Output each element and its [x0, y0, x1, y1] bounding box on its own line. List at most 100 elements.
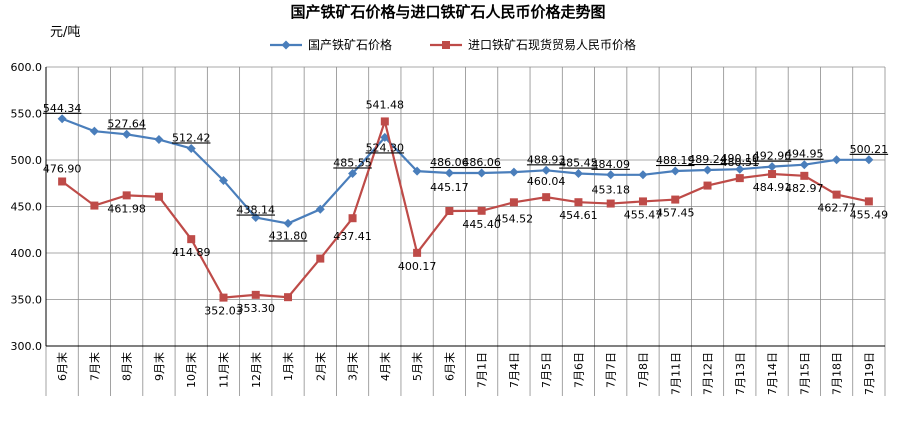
series-1-data-label: 527.64	[107, 117, 146, 130]
series-1-point	[315, 204, 325, 214]
series-1-data-label: 492.90	[753, 150, 792, 163]
legend-label-series-2: 进口铁矿石现货贸易人民币价格	[468, 37, 636, 52]
series-1-data-label: 500.21	[850, 143, 889, 156]
data-labels: 544.34 527.64 512.42 438.14 431.80 485.55 524.…	[43, 98, 888, 317]
series-2-point	[638, 197, 647, 206]
x-tick-label: 5月末	[410, 352, 424, 381]
x-tick-label: 7月12日	[702, 352, 715, 395]
series-2-point	[509, 198, 518, 207]
series-2-data-label: 454.61	[559, 209, 598, 222]
x-tick-label: 7月11日	[669, 352, 682, 395]
series-2-point	[413, 248, 422, 257]
series-2-data-label: 480.51	[721, 156, 760, 169]
legend-marker-series-2	[442, 41, 450, 49]
series-1-point	[670, 166, 680, 176]
series-layer	[57, 114, 874, 302]
series-1-point	[541, 165, 551, 175]
series-2-data-label: 400.17	[398, 260, 437, 273]
series-2-point	[348, 214, 357, 223]
series-1-point	[832, 155, 842, 165]
x-tick-label: 7月15日	[798, 352, 811, 395]
series-1-point	[573, 169, 583, 179]
x-tick-label: 4月末	[378, 352, 392, 381]
series-2-point	[542, 193, 551, 202]
series-2-point	[703, 181, 712, 190]
x-tick-label: 6月末	[55, 352, 69, 381]
series-2-point	[90, 201, 99, 210]
x-tick-label: 11月末	[216, 352, 230, 388]
series-2-point	[606, 199, 615, 208]
series-1-point	[283, 218, 293, 228]
series-1-point	[477, 168, 487, 178]
series-2-point	[671, 195, 680, 204]
series-1-point	[735, 164, 745, 174]
x-tick-label: 8月末	[120, 352, 134, 381]
x-tick-label: 7月末	[87, 352, 101, 381]
series-2-data-label: 414.89	[172, 246, 211, 259]
series-2-data-label: 453.18	[591, 184, 630, 197]
series-1-data-label: 431.80	[269, 229, 308, 242]
series-2-point	[735, 174, 744, 183]
series-2-data-label: 352.03	[204, 305, 243, 318]
series-2-point	[832, 190, 841, 199]
series-1-data-label: 484.09	[591, 158, 630, 171]
y-tick-label: 400.0	[11, 247, 43, 260]
x-tick-label: 7月13日	[734, 352, 747, 395]
series-2-data-label: 462.77	[817, 202, 856, 215]
y-tick-label: 500.0	[11, 154, 43, 167]
series-1-point	[89, 126, 99, 136]
y-tick-label: 350.0	[11, 294, 43, 307]
series-2-point	[477, 206, 486, 215]
series-1-point	[186, 143, 196, 153]
series-2-point	[445, 206, 454, 215]
x-tick-label: 7月5日	[540, 352, 553, 388]
x-tick-label: 7月19日	[863, 352, 876, 395]
x-tick-label: 7月6日	[572, 352, 585, 388]
x-tick-label: 7月7日	[605, 352, 618, 388]
series-2-point	[380, 117, 389, 126]
series-2-point	[251, 290, 260, 299]
series-1-point	[154, 135, 164, 145]
series-2-point	[574, 198, 583, 207]
series-1-point	[412, 166, 422, 176]
series-2-data-label: 484.91	[753, 181, 792, 194]
y-axis-label: 元/吨	[50, 25, 80, 40]
series-1-data-label: 488.93	[527, 153, 566, 166]
series-1-data-label: 488.19	[656, 154, 695, 167]
series-2-point	[187, 235, 196, 244]
series-1-data-label: 524.30	[366, 141, 405, 154]
series-1-data-label: 512.42	[172, 131, 211, 144]
series-2-point	[316, 254, 325, 263]
series-line-2	[61, 117, 870, 299]
series-1-point	[864, 155, 874, 165]
series-2-data-label: 445.40	[462, 218, 501, 231]
y-tick-label: 450.0	[11, 201, 43, 214]
series-2-data-label: 445.17	[430, 181, 469, 194]
series-1-point	[251, 213, 261, 223]
series-2-data-label: 541.48	[366, 98, 405, 111]
series-2-point	[122, 191, 131, 200]
series-1-point	[703, 165, 713, 175]
series-1-point	[444, 168, 454, 178]
series-1-data-label: 486.06	[462, 156, 501, 169]
series-1-point	[606, 170, 616, 180]
series-2-data-label: 476.90	[43, 162, 82, 175]
series-2-data-label: 455.47	[624, 208, 663, 221]
series-1-data-label: 438.14	[237, 204, 276, 217]
x-tick-label: 7月18日	[831, 352, 844, 395]
series-2-point	[219, 293, 228, 302]
series-1-point	[799, 160, 809, 170]
axes: 300.0 350.0 400.0 450.0 500.0 550.0 600.0 6月末 7月…	[11, 61, 885, 395]
series-1-point	[509, 167, 519, 177]
series-1-data-label: 544.34	[43, 102, 82, 115]
series-1-point	[57, 114, 67, 124]
series-2-data-label: 460.04	[527, 175, 566, 188]
series-1-data-label: 486.06	[430, 156, 469, 169]
x-tick-label: 3月末	[346, 352, 360, 381]
series-1-point	[218, 175, 228, 185]
x-tick-label: 1月末	[281, 352, 295, 381]
series-1-data-label: 489.24	[688, 153, 727, 166]
gridlines	[45, 66, 886, 396]
